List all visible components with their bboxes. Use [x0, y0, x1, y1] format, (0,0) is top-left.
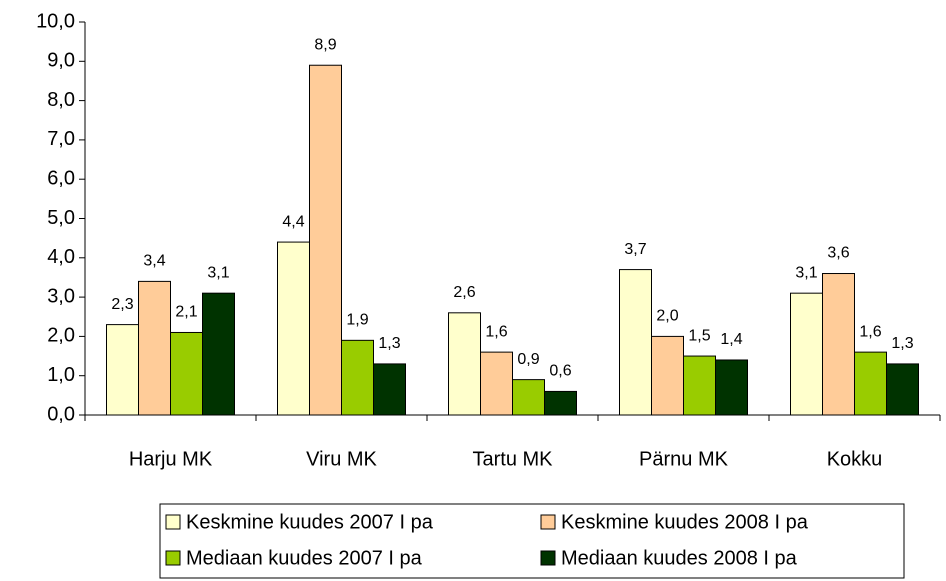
bar	[202, 292, 235, 416]
y-tick-label: 6,0	[47, 167, 75, 189]
bar	[512, 379, 545, 416]
value-label: 1,3	[378, 335, 400, 352]
legend-box	[159, 503, 905, 579]
value-label: 1,4	[720, 331, 742, 348]
x-tick-label: Harju MK	[129, 448, 213, 470]
bar	[651, 335, 684, 416]
y-tick-label: 3,0	[47, 285, 75, 307]
bar	[886, 363, 919, 416]
y-tick-label: 7,0	[47, 128, 75, 150]
bar	[683, 355, 716, 416]
bar	[138, 280, 171, 416]
legend-swatch	[165, 514, 181, 530]
value-label: 1,3	[891, 335, 913, 352]
legend-label: Mediaan kuudes 2007 I pa	[186, 547, 423, 569]
bar	[619, 269, 652, 416]
legend-swatch	[540, 514, 556, 530]
value-label: 3,1	[207, 264, 229, 281]
bar	[544, 390, 577, 416]
y-tick-label: 8,0	[47, 89, 75, 111]
value-label: 3,4	[143, 253, 165, 270]
y-tick-label: 9,0	[47, 50, 75, 72]
legend-swatch	[165, 550, 181, 566]
x-tick-label: Tartu MK	[472, 448, 553, 470]
y-tick-label: 0,0	[47, 403, 75, 425]
value-label: 0,6	[549, 363, 571, 380]
legend-label: Mediaan kuudes 2008 I pa	[561, 547, 798, 569]
value-label: 1,6	[859, 323, 881, 340]
y-tick-label: 2,0	[47, 325, 75, 347]
value-label: 2,6	[453, 284, 475, 301]
x-tick-label: Kokku	[827, 448, 883, 470]
bar	[715, 359, 748, 416]
value-label: 8,9	[314, 36, 336, 53]
bar	[341, 339, 374, 416]
y-tick-label: 10,0	[36, 10, 75, 32]
legend-label: Keskmine kuudes 2008 I pa	[561, 511, 809, 533]
bar	[106, 324, 139, 416]
value-label: 2,3	[111, 296, 133, 313]
value-label: 1,6	[485, 323, 507, 340]
legend-swatch	[540, 550, 556, 566]
bar	[480, 351, 513, 416]
x-tick-label: Pärnu MK	[639, 448, 729, 470]
bar	[822, 273, 855, 416]
y-tick-label: 4,0	[47, 246, 75, 268]
bar	[448, 312, 481, 416]
value-label: 3,1	[795, 264, 817, 281]
value-label: 2,1	[175, 304, 197, 321]
bar	[854, 351, 887, 416]
value-label: 3,7	[624, 241, 646, 258]
y-tick-label: 1,0	[47, 364, 75, 386]
value-label: 0,9	[517, 351, 539, 368]
value-label: 1,5	[688, 327, 710, 344]
x-tick-label: Viru MK	[306, 448, 377, 470]
y-tick-label: 5,0	[47, 207, 75, 229]
bar	[309, 64, 342, 416]
value-label: 3,6	[827, 245, 849, 262]
value-label: 2,0	[656, 308, 678, 325]
value-label: 4,4	[282, 213, 304, 230]
bar	[373, 363, 406, 416]
bar	[790, 292, 823, 416]
value-label: 1,9	[346, 312, 368, 329]
legend-label: Keskmine kuudes 2007 I pa	[186, 511, 434, 533]
bar	[170, 331, 203, 416]
bar	[277, 241, 310, 416]
